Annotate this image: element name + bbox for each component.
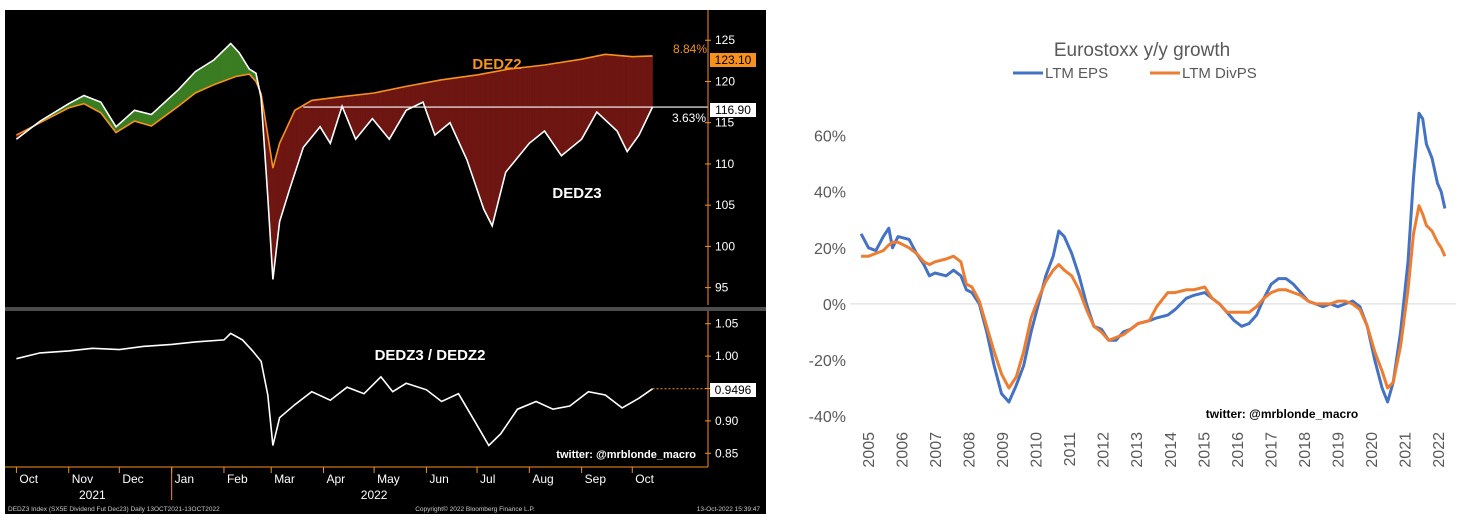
x-tick-label: 2008: [962, 432, 979, 468]
footer-center: Copyright© 2022 Bloomberg Finance L.P.: [415, 505, 535, 513]
pct-label-dedz3: 3.63%: [672, 111, 706, 125]
series-label-dedz2: DEDZ2: [472, 56, 521, 73]
last-value-ratio: 0.9496: [715, 383, 752, 397]
last-value-box-dedz3: [710, 103, 756, 117]
x-tick-label: 2007: [928, 432, 945, 468]
y-tick-label-lower: 0.85: [715, 446, 739, 460]
y-tick-label-upper: 125: [715, 33, 735, 47]
x-tick-label: Mar: [274, 472, 295, 486]
eurostoxx-title: Eurostoxx y/y growth: [1054, 40, 1230, 61]
x-tick-label: Feb: [227, 472, 248, 486]
y-tick-label: 0%: [823, 297, 846, 314]
x-tick-label: 2015: [1196, 432, 1213, 468]
twitter-handle-right: twitter: @mrblonde_macro: [1206, 407, 1358, 421]
x-axis-months: Oct Nov Dec Jan Feb Mar Apr May Jun Jul Aug Sep Oct 2…: [5, 466, 708, 502]
series-label-dedz3: DEDZ3: [552, 185, 601, 202]
x-tick-label: Aug: [532, 472, 553, 486]
panel-divider: [5, 307, 766, 311]
eurostoxx-plot: -40% -20% 0% 20% 40% 60% 2005 2006 2007 2008 2009 2…: [809, 111, 1456, 468]
x-tick-label: Sep: [585, 472, 607, 486]
last-value-box-dedz2: [710, 53, 756, 67]
x-year-label: 2022: [361, 488, 388, 502]
x-tick-label: 2020: [1364, 432, 1381, 468]
y-tick-label-upper: 115: [715, 116, 734, 130]
x-tick-label: 2012: [1096, 432, 1113, 468]
x-tick-label: 2022: [1431, 432, 1448, 468]
x-tick-label: 2009: [995, 432, 1012, 468]
x-tick-label: 2016: [1230, 432, 1247, 468]
spread-fill: [650, 55, 653, 111]
upper-plot: 95 100 105 110 115 120 125: [15, 10, 735, 305]
x-tick-label: Dec: [122, 472, 143, 486]
last-value-box-ratio: [710, 383, 756, 397]
x-tick-label: 2013: [1129, 432, 1146, 468]
last-value-dedz2: 123.10: [715, 53, 752, 67]
x-tick-label: 2010: [1029, 432, 1046, 468]
y-tick-label: -20%: [809, 353, 846, 370]
y-tick-label-lower: 1.05: [715, 317, 739, 331]
y-tick-label-lower: 0.90: [715, 414, 739, 428]
twitter-handle-left: twitter: @mrblonde_macro: [556, 449, 696, 461]
x-year-label: 2021: [79, 488, 106, 502]
x-tick-label: 2006: [895, 432, 912, 468]
x-tick-label: Nov: [72, 472, 93, 486]
legend-label-divps: LTM DivPS: [1182, 65, 1257, 82]
x-tick-label: 2005: [861, 432, 878, 468]
eurostoxx-panel: Eurostoxx y/y growth LTM EPS LTM DivPS -…: [809, 40, 1456, 468]
y-tick-label-upper: 100: [715, 239, 735, 253]
x-tick-label: 2018: [1297, 432, 1314, 468]
x-tick-label: 2021: [1398, 432, 1415, 468]
footer-right: 13-Oct-2022 15:39:47: [697, 506, 761, 513]
ratio-title: DEDZ3 / DEDZ2: [375, 347, 486, 364]
x-tick-label: Jun: [429, 472, 448, 486]
y-tick-label: 60%: [814, 129, 846, 146]
x-tick-label: Oct: [635, 472, 654, 486]
series-line-ratio: [16, 332, 653, 447]
x-tick-label: Apr: [327, 472, 346, 486]
x-tick-label: 2019: [1330, 432, 1347, 468]
series-line-dedz2: [16, 53, 653, 169]
series-line-divps: [861, 204, 1447, 390]
x-tick-label: Jan: [175, 472, 194, 486]
last-value-dedz3: 116.90: [715, 103, 751, 117]
y-tick-label-upper: 110: [715, 157, 734, 171]
y-tick-label: 20%: [814, 241, 846, 258]
x-tick-label: 2014: [1163, 432, 1180, 468]
y-tick-label-lower: 1.00: [715, 349, 739, 363]
legend-label-eps: LTM EPS: [1045, 65, 1108, 82]
x-tick-label: Jul: [480, 472, 495, 486]
x-tick-label: May: [377, 472, 400, 486]
x-tick-label: 2011: [1062, 432, 1079, 467]
y-tick-label: 40%: [814, 185, 846, 202]
y-tick-label-upper: 105: [715, 198, 735, 212]
y-tick-label-upper: 120: [715, 74, 735, 88]
pct-label-dedz2: 8.84%: [673, 42, 707, 56]
x-tick-label: Oct: [19, 472, 38, 486]
footer-left: DEDZ3 Index (SX5E Dividend Fut Dec23) Da…: [8, 506, 220, 513]
y-tick-label-upper: 95: [715, 281, 729, 295]
series-line-dedz3: [15, 42, 654, 280]
y-tick-label: -40%: [809, 409, 846, 426]
x-tick-label: 2017: [1263, 432, 1280, 468]
